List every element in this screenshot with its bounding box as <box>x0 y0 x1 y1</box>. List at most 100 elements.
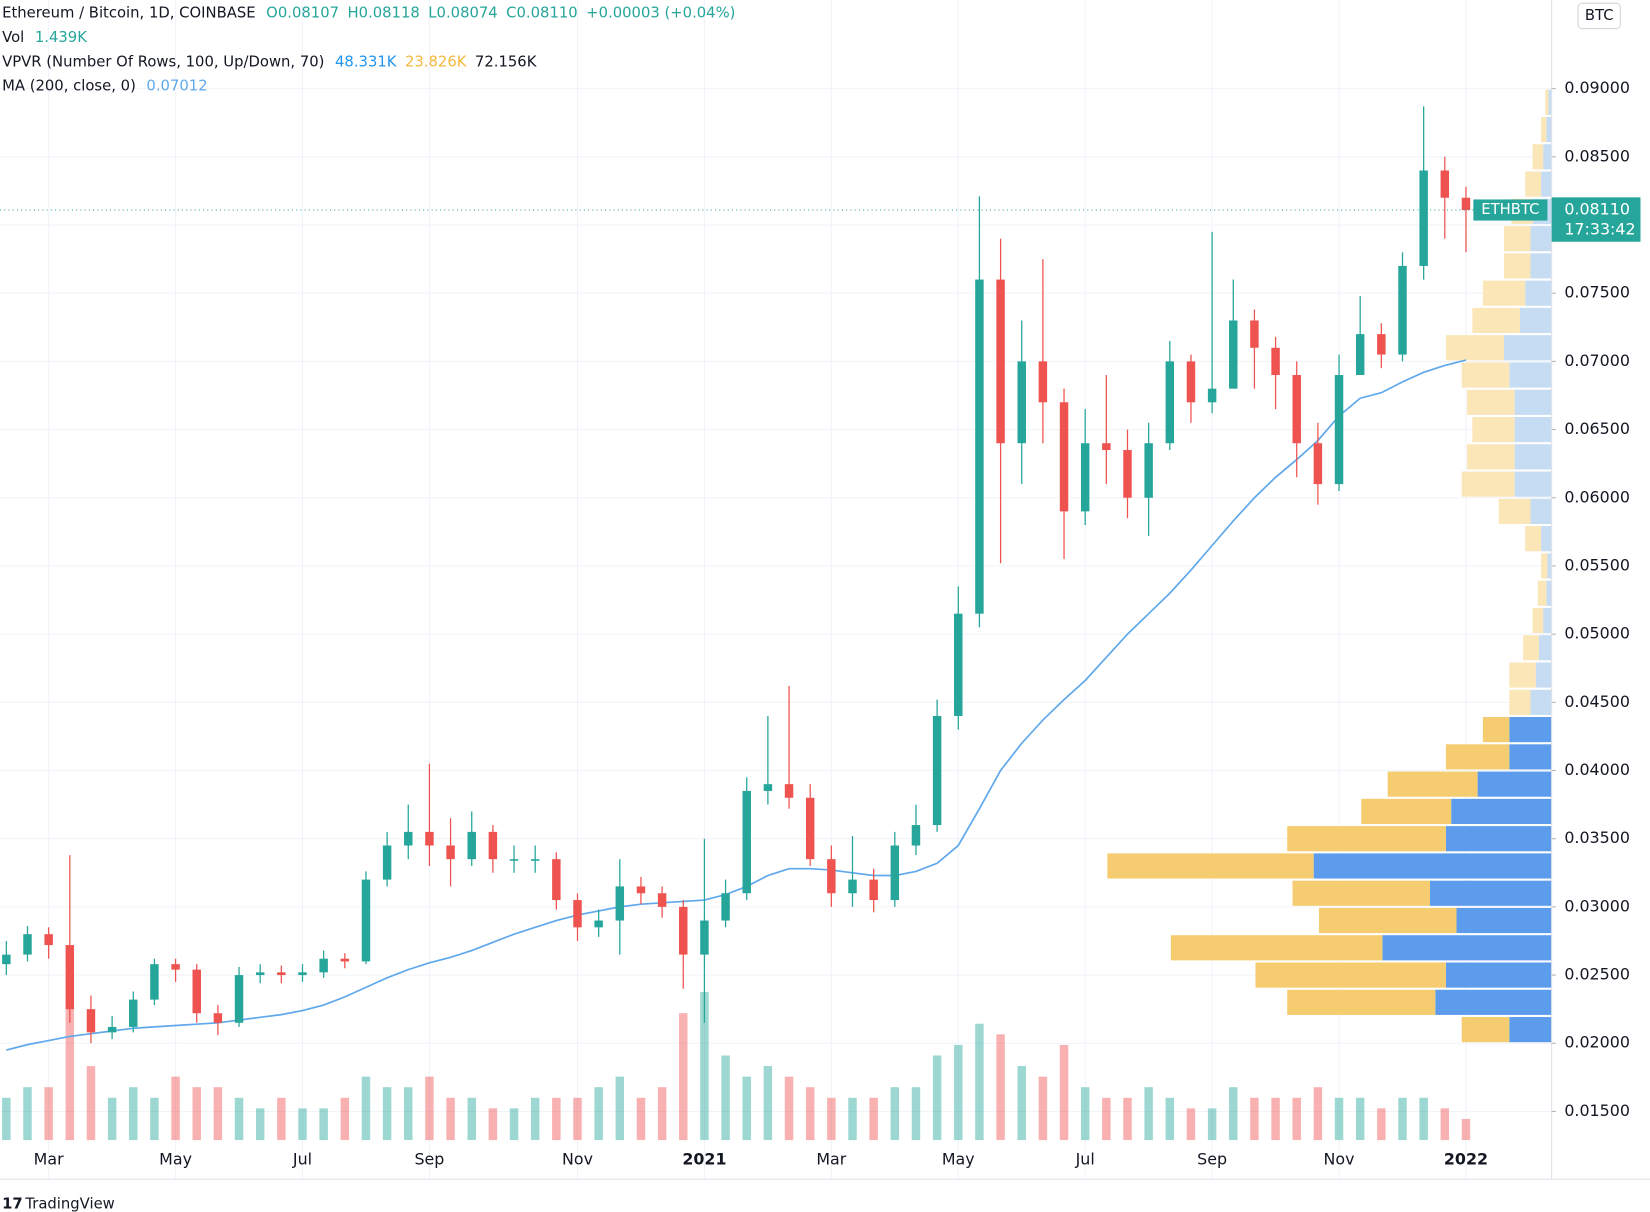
candle-body <box>44 934 53 946</box>
volume-bar <box>446 1097 455 1141</box>
y-tick-label: 0.08500 <box>1564 146 1630 165</box>
y-tick-label: 0.07000 <box>1564 351 1630 370</box>
y-tick-label: 0.02500 <box>1564 965 1630 984</box>
volume-bar <box>404 1087 413 1141</box>
candle-body <box>213 1013 223 1023</box>
moving-average <box>6 359 1467 1051</box>
profile-down <box>1461 1017 1510 1043</box>
y-tick-label: 0.09000 <box>1564 78 1630 97</box>
legend-label: Vol <box>2 29 24 46</box>
x-tick-label: Sep <box>1197 1150 1227 1169</box>
profile-up <box>1451 798 1552 825</box>
symbol-box <box>1473 199 1548 221</box>
volume-bar <box>890 1087 900 1141</box>
volume-bar <box>65 1002 75 1141</box>
profile-up <box>1519 307 1552 334</box>
volume-bar <box>996 1034 1005 1141</box>
profile-down <box>1472 416 1515 443</box>
brand[interactable]: TradingView <box>24 1196 114 1212</box>
profile-down <box>1541 116 1547 143</box>
volume-bar <box>277 1097 286 1141</box>
legend-label: Ethereum / Bitcoin, 1D, COINBASE <box>2 5 255 22</box>
candle-body <box>784 784 794 798</box>
volume-bar <box>700 992 709 1141</box>
profile-up <box>1509 744 1552 770</box>
candle-body <box>1102 443 1111 451</box>
candle-body <box>361 879 371 962</box>
profile-up <box>1530 498 1552 524</box>
candle-body <box>298 972 307 976</box>
volume-bar <box>213 1087 223 1141</box>
volume-bar <box>1102 1097 1111 1141</box>
volume-bar <box>594 1087 603 1141</box>
candle-body <box>657 893 667 907</box>
y-tick-label: 0.05000 <box>1564 624 1630 643</box>
volume-bar <box>827 1097 836 1141</box>
profile-down <box>1445 335 1505 361</box>
volume-bar <box>107 1097 117 1141</box>
candle-body <box>23 934 32 955</box>
profile-down <box>1170 935 1383 961</box>
profile-up <box>1541 526 1552 552</box>
volume-bar <box>150 1097 159 1141</box>
volume-bar <box>1419 1097 1428 1141</box>
currency[interactable]: BTC <box>1585 7 1614 24</box>
candle-body <box>425 831 434 846</box>
profile-up <box>1543 144 1552 170</box>
y-tick-label: 0.01500 <box>1564 1101 1630 1120</box>
candle-body <box>129 999 138 1027</box>
x-tick-label: May <box>159 1150 192 1169</box>
profile-down <box>1509 662 1536 688</box>
profile-up <box>1435 989 1552 1015</box>
profile-up <box>1504 335 1552 361</box>
profile-up <box>1546 116 1552 143</box>
y-tick-label: 0.02000 <box>1564 1033 1630 1052</box>
candle-body <box>1144 443 1153 498</box>
candle-body <box>488 831 498 860</box>
candle-body <box>192 969 201 1014</box>
x-tick-label: 2022 <box>1444 1150 1488 1169</box>
candle-body <box>954 613 963 716</box>
candle-body <box>1461 197 1471 211</box>
x-tick-label: Mar <box>34 1150 64 1169</box>
profile-down <box>1504 226 1531 252</box>
candle-body <box>805 797 815 860</box>
profile-up <box>1514 416 1552 443</box>
volume-bar <box>763 1066 773 1141</box>
candle-body <box>530 859 540 861</box>
legend-row: VPVR (Number Of Rows, 100, Up/Down, 70) 4… <box>2 53 538 70</box>
profile-down <box>1387 771 1478 797</box>
volume-bar <box>1059 1044 1069 1141</box>
candle-body <box>446 845 455 860</box>
profile-down <box>1461 362 1510 388</box>
volume-bar <box>954 1044 963 1141</box>
candle-body <box>975 279 984 614</box>
candle-body <box>1123 450 1132 498</box>
profile-down <box>1287 989 1436 1015</box>
currency-box[interactable] <box>1577 2 1621 30</box>
candle-body <box>1038 361 1048 403</box>
candle-body <box>996 279 1005 444</box>
profile-up <box>1430 880 1552 906</box>
candle-body <box>1440 170 1450 198</box>
volume-bar <box>1250 1097 1259 1141</box>
volume-bar <box>932 1055 942 1141</box>
ma-line <box>6 359 1467 1051</box>
candle-body <box>2 954 11 965</box>
profile-down <box>1482 280 1526 306</box>
profile-up <box>1514 444 1552 470</box>
profile-up <box>1538 635 1552 661</box>
volume-bar <box>425 1076 434 1141</box>
volume-bar <box>1461 1118 1471 1141</box>
profile-up <box>1525 280 1552 306</box>
profile-down <box>1498 498 1531 524</box>
volume-bar <box>679 1013 688 1141</box>
profile-down <box>1292 880 1430 906</box>
profile-up <box>1456 907 1552 934</box>
candle-body <box>319 958 328 973</box>
volume-profile <box>1107 89 1552 1043</box>
volume-bar <box>509 1108 519 1141</box>
candle-body <box>594 920 603 928</box>
